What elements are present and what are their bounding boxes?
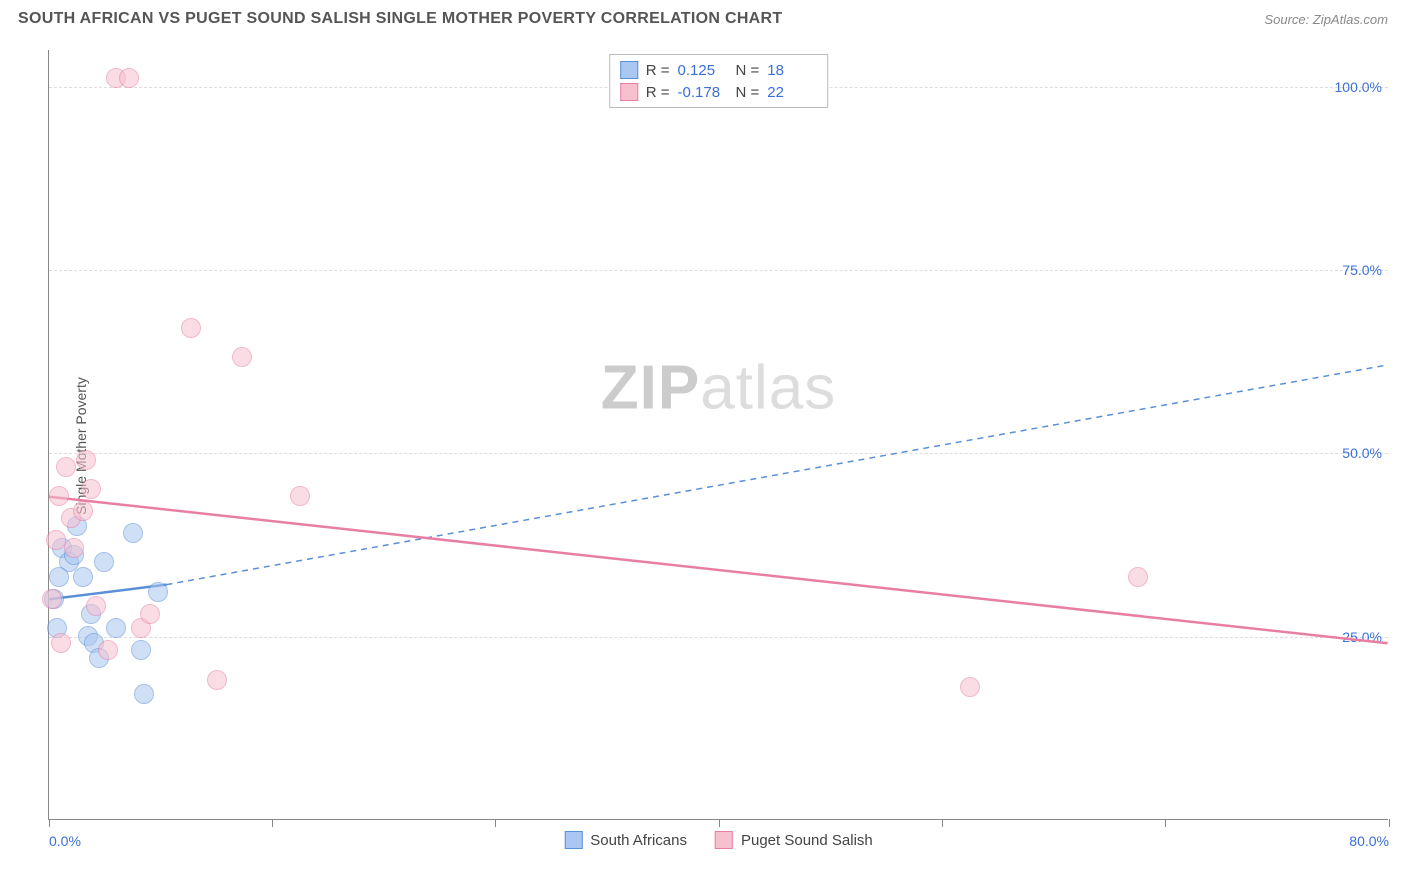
x-tick — [1389, 819, 1390, 827]
r-label: R = — [646, 84, 670, 101]
regression-lines — [49, 50, 1388, 819]
data-point — [81, 479, 101, 499]
chart-header: SOUTH AFRICAN VS PUGET SOUND SALISH SING… — [0, 0, 1406, 34]
data-point — [98, 640, 118, 660]
chart-source: Source: ZipAtlas.com — [1264, 12, 1388, 27]
data-point — [56, 457, 76, 477]
gridline — [49, 637, 1388, 638]
data-point — [51, 633, 71, 653]
legend-label: South Africans — [590, 832, 687, 849]
n-label: N = — [736, 62, 760, 79]
data-point — [148, 582, 168, 602]
x-tick — [49, 819, 50, 827]
n-value: 22 — [767, 84, 817, 101]
data-point — [232, 347, 252, 367]
data-point — [86, 596, 106, 616]
data-point — [94, 552, 114, 572]
data-point — [960, 677, 980, 697]
legend-item: Puget Sound Salish — [715, 831, 873, 849]
data-point — [181, 318, 201, 338]
data-point — [207, 670, 227, 690]
data-point — [49, 486, 69, 506]
data-point — [46, 530, 66, 550]
y-tick-label: 75.0% — [1342, 262, 1382, 278]
legend-swatch — [564, 831, 582, 849]
y-tick-label: 25.0% — [1342, 629, 1382, 645]
x-tick-label: 80.0% — [1349, 833, 1389, 849]
chart-title: SOUTH AFRICAN VS PUGET SOUND SALISH SING… — [18, 10, 782, 28]
data-point — [106, 618, 126, 638]
n-label: N = — [736, 84, 760, 101]
gridline — [49, 453, 1388, 454]
r-value: -0.178 — [678, 84, 728, 101]
r-label: R = — [646, 62, 670, 79]
series-legend: South Africans Puget Sound Salish — [564, 831, 873, 849]
data-point — [119, 68, 139, 88]
data-point — [134, 684, 154, 704]
data-point — [42, 589, 62, 609]
legend-label: Puget Sound Salish — [741, 832, 873, 849]
data-point — [1128, 567, 1148, 587]
gridline — [49, 270, 1388, 271]
data-point — [290, 486, 310, 506]
chart-plot-area: ZIPatlas 25.0%50.0%75.0%100.0% 0.0%80.0%… — [48, 50, 1388, 820]
data-point — [73, 567, 93, 587]
data-point — [76, 450, 96, 470]
data-point — [123, 523, 143, 543]
n-value: 18 — [767, 62, 817, 79]
x-tick — [719, 819, 720, 827]
data-point — [140, 604, 160, 624]
r-value: 0.125 — [678, 62, 728, 79]
legend-swatch — [620, 61, 638, 79]
stats-legend-row: R = -0.178 N = 22 — [620, 81, 818, 103]
stats-legend-row: R = 0.125 N = 18 — [620, 59, 818, 81]
y-tick-label: 100.0% — [1335, 79, 1382, 95]
data-point — [64, 538, 84, 558]
x-tick — [272, 819, 273, 827]
legend-item: South Africans — [564, 831, 687, 849]
x-tick — [1165, 819, 1166, 827]
stats-legend: R = 0.125 N = 18 R = -0.178 N = 22 — [609, 54, 829, 108]
x-tick-label: 0.0% — [49, 833, 81, 849]
watermark: ZIPatlas — [601, 353, 836, 424]
data-point — [73, 501, 93, 521]
legend-swatch — [715, 831, 733, 849]
x-tick — [942, 819, 943, 827]
legend-swatch — [620, 83, 638, 101]
data-point — [131, 640, 151, 660]
x-tick — [495, 819, 496, 827]
data-point — [49, 567, 69, 587]
y-tick-label: 50.0% — [1342, 445, 1382, 461]
